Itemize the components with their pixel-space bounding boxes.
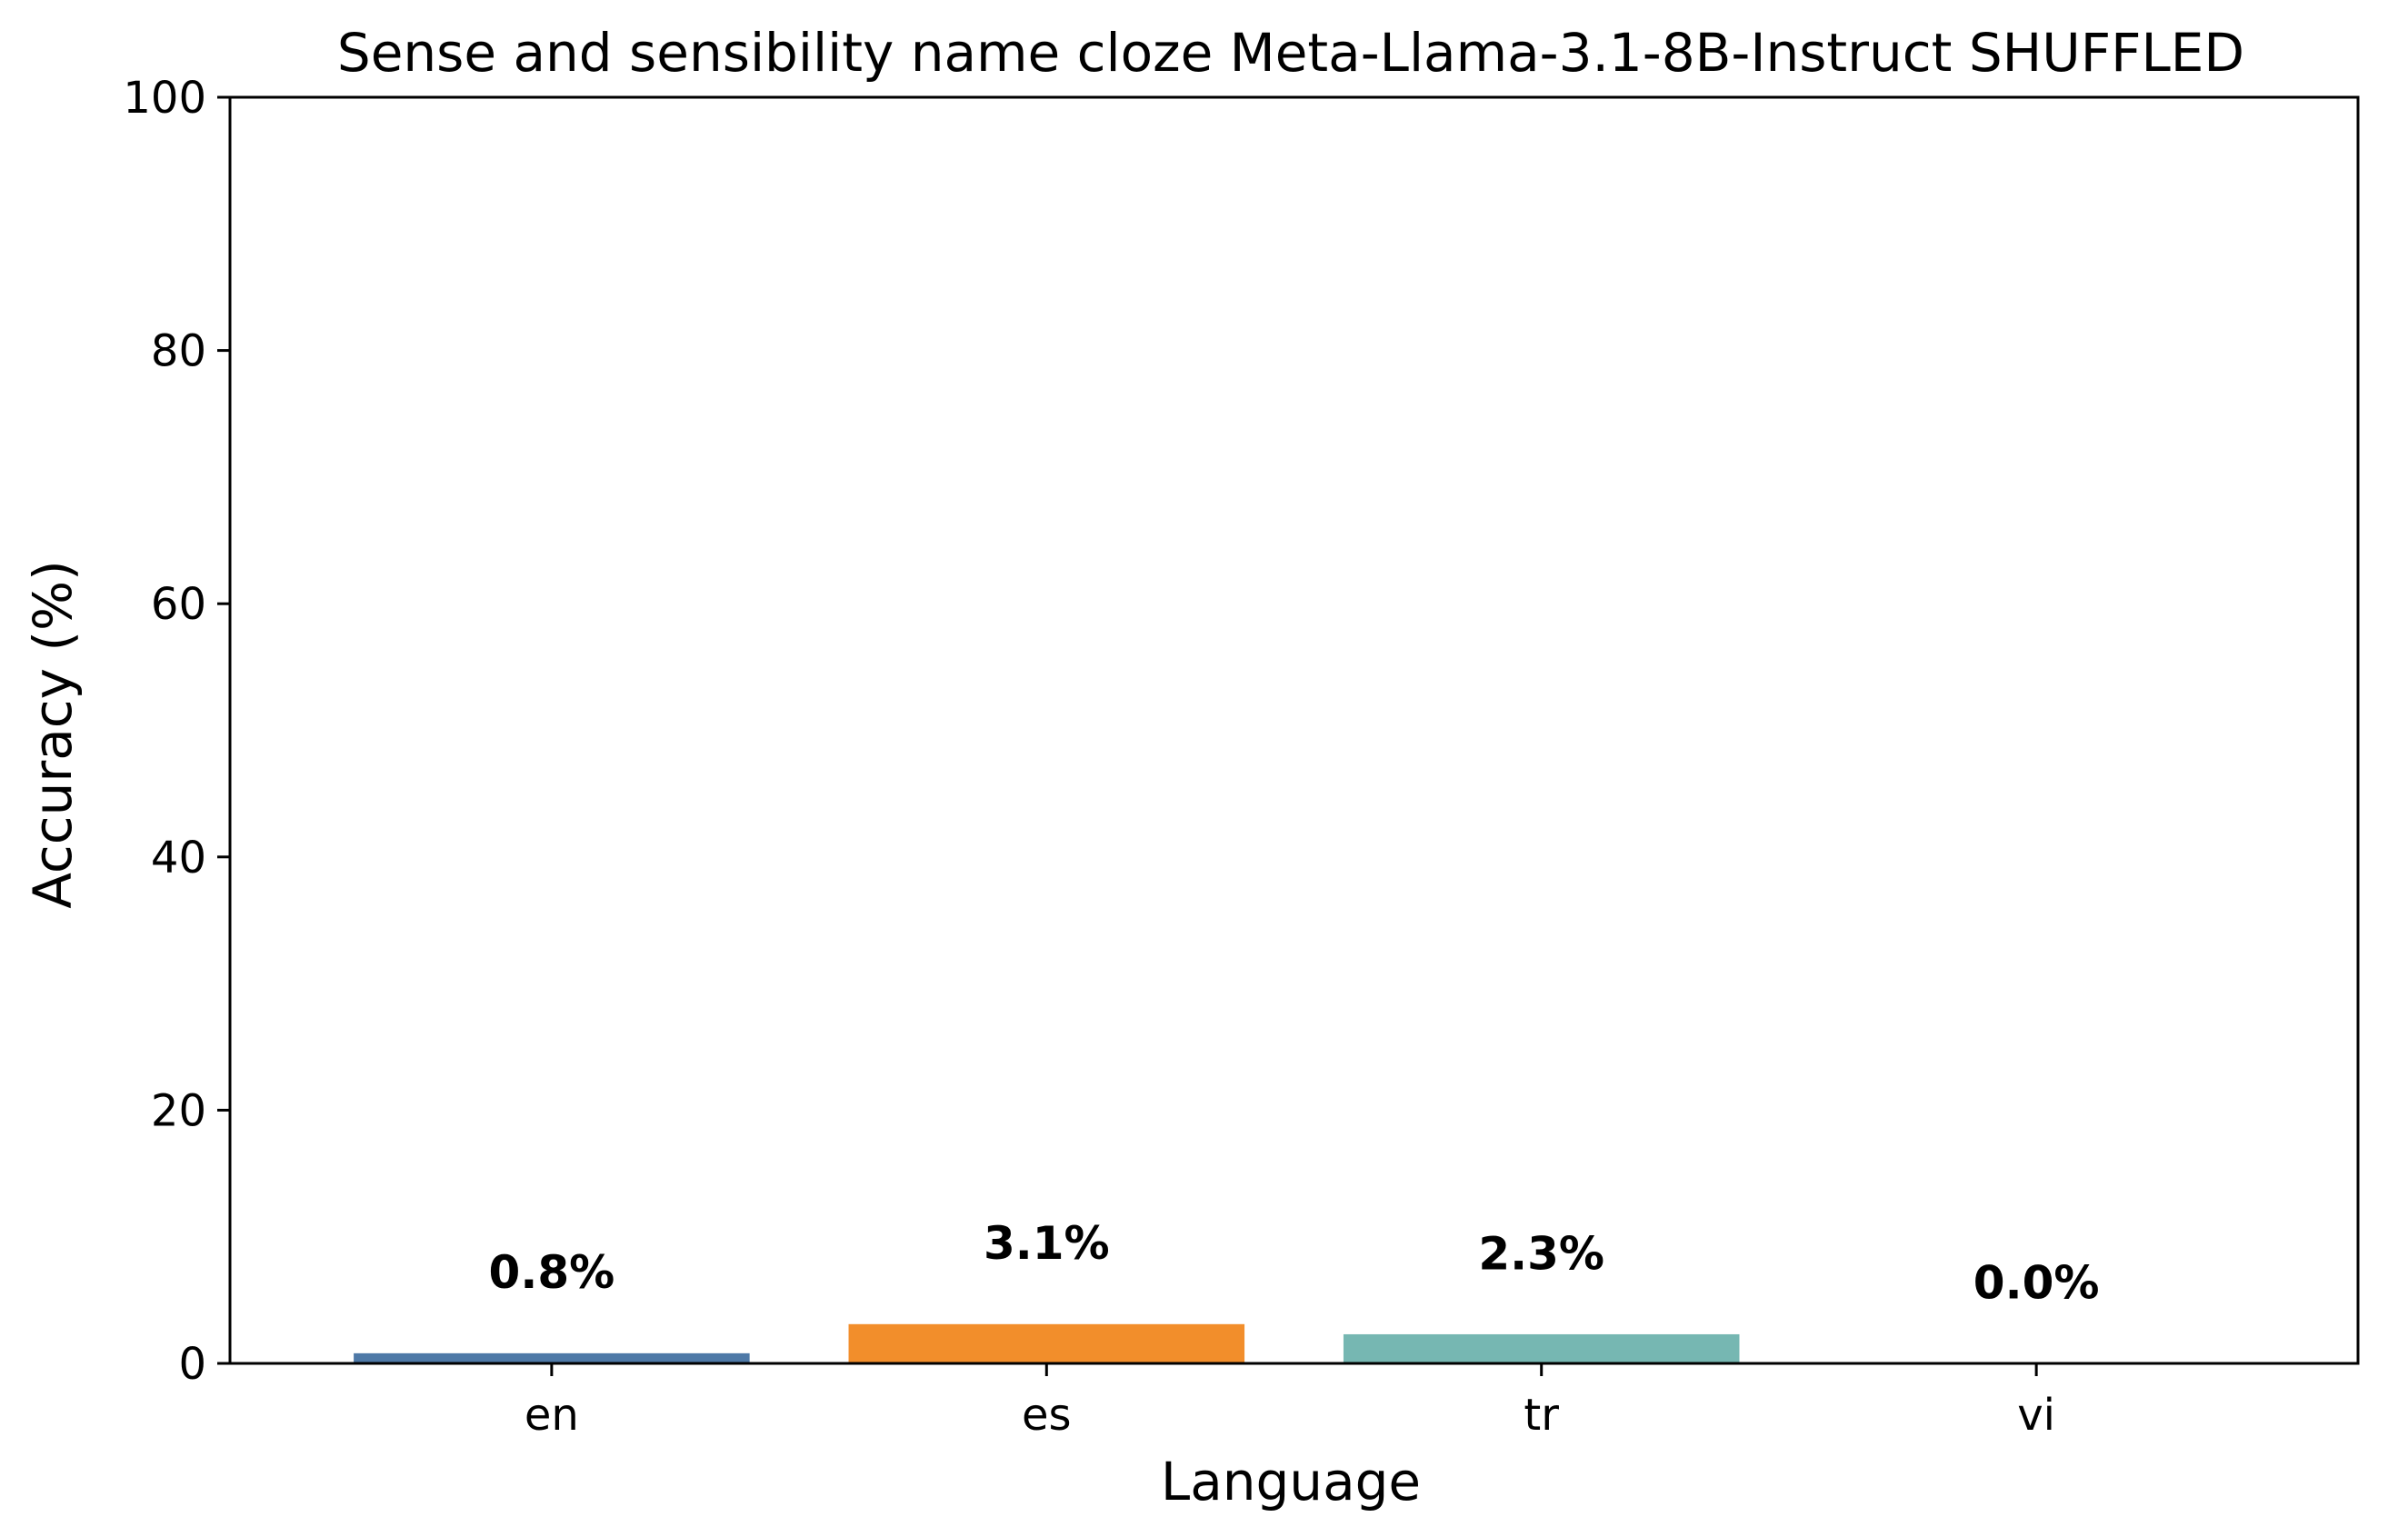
y-axis: 0 20 40 60 80 100 xyxy=(123,73,230,1390)
x-tick-label-tr: tr xyxy=(1524,1390,1559,1441)
y-tick-label-0: 0 xyxy=(178,1339,206,1390)
bar-value-label-es: 3.1% xyxy=(984,1217,1110,1270)
bar-value-label-tr: 2.3% xyxy=(1478,1227,1604,1280)
y-tick-label-60: 60 xyxy=(151,579,206,630)
bar-value-labels: 0.8% 3.1% 2.3% 0.0% xyxy=(489,1217,2100,1309)
bars-group xyxy=(354,1323,1740,1363)
bar-value-label-en: 0.8% xyxy=(489,1246,615,1299)
x-axis-title: Language xyxy=(1161,1451,1421,1512)
y-tick-label-100: 100 xyxy=(123,73,206,124)
x-tick-label-es: es xyxy=(1022,1390,1072,1441)
y-axis-title: Accuracy (%) xyxy=(22,560,84,909)
bar-en xyxy=(354,1352,750,1363)
bar-es xyxy=(848,1323,1245,1363)
plot-frame xyxy=(228,95,2360,1365)
y-tick-label-80: 80 xyxy=(151,326,206,377)
chart-title: Sense and sensibility name cloze Meta-Ll… xyxy=(337,22,2244,84)
x-tick-label-en: en xyxy=(525,1390,579,1441)
x-tick-label-vi: vi xyxy=(2017,1390,2055,1441)
y-tick-label-20: 20 xyxy=(151,1085,206,1136)
y-tick-label-40: 40 xyxy=(151,833,206,883)
x-axis: en es tr vi xyxy=(525,1363,2055,1441)
bar-tr xyxy=(1343,1333,1740,1363)
bar-value-label-vi: 0.0% xyxy=(1973,1256,2100,1309)
